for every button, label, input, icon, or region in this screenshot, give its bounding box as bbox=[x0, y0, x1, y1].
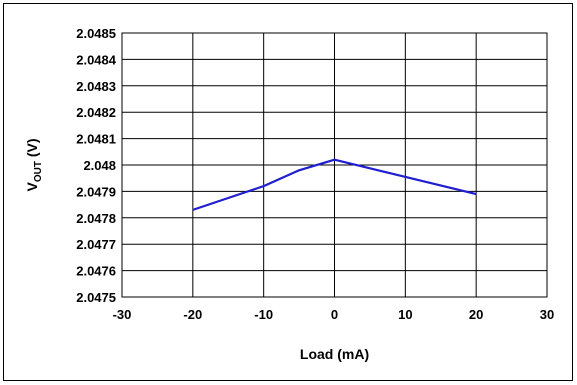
y-tick-label: 2.048 bbox=[83, 158, 116, 173]
x-tick-label: 20 bbox=[469, 307, 483, 322]
y-axis-label-unit: (V) bbox=[24, 138, 40, 161]
series-layer bbox=[192, 158, 477, 211]
x-tick-label: -10 bbox=[254, 307, 273, 322]
x-axis-label: Load (mA) bbox=[300, 346, 369, 362]
series-line bbox=[192, 158, 477, 211]
y-tick-label: 2.0475 bbox=[76, 290, 116, 305]
y-tick-label: 2.0477 bbox=[76, 237, 116, 252]
y-tick-label: 2.0476 bbox=[76, 264, 116, 279]
x-tick-label: 10 bbox=[398, 307, 412, 322]
y-tick-label: 2.0483 bbox=[76, 79, 116, 94]
x-tick-labels: -30 -20 -10 0 10 20 30 bbox=[113, 307, 555, 322]
x-tick-label: -20 bbox=[183, 307, 202, 322]
x-tick-label: 0 bbox=[331, 307, 338, 322]
y-tick-label: 2.0482 bbox=[76, 105, 116, 120]
y-tick-labels: 2.0475 2.0476 2.0477 2.0478 2.0479 2.048 2.048… bbox=[76, 26, 117, 305]
x-tick-label: -30 bbox=[113, 307, 132, 322]
y-tick-label: 2.0485 bbox=[76, 26, 116, 41]
y-axis-label-subscript: OUT bbox=[33, 161, 44, 182]
y-tick-label: 2.0479 bbox=[76, 184, 116, 199]
y-tick-label: 2.0478 bbox=[76, 211, 116, 226]
y-axis-label: VOUT (V) bbox=[24, 138, 44, 191]
gridlines bbox=[121, 32, 548, 298]
y-tick-label: 2.0484 bbox=[76, 52, 117, 67]
y-tick-label: 2.0481 bbox=[76, 132, 116, 147]
x-tick-label: 30 bbox=[540, 307, 554, 322]
y-axis-label-main: V bbox=[24, 182, 40, 192]
plot-area bbox=[121, 32, 548, 298]
chart-frame bbox=[3, 3, 573, 381]
